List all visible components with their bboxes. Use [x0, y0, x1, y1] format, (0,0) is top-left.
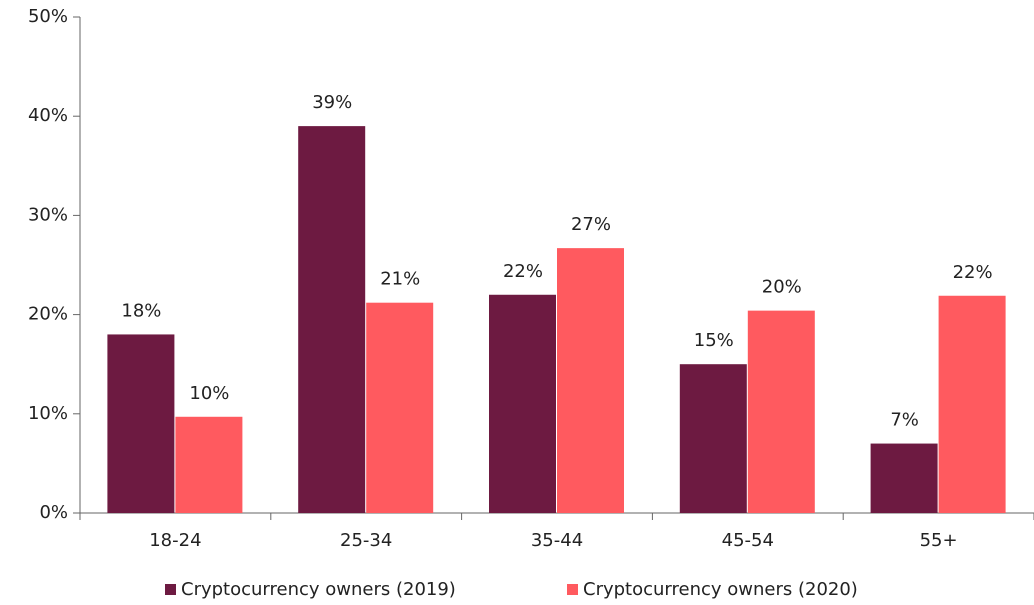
bar: [747, 310, 815, 513]
data-label: 21%: [380, 269, 420, 290]
x-tick-label: 55+: [920, 530, 958, 551]
legend-label: Cryptocurrency owners (2019): [181, 579, 456, 600]
legend-swatch: [567, 584, 578, 595]
bar: [557, 248, 624, 514]
data-label: 39%: [312, 92, 352, 113]
data-label: 7%: [890, 410, 919, 431]
x-tick-label: 45-54: [722, 530, 774, 551]
bar: [175, 416, 243, 513]
y-tick-label: 0%: [39, 502, 68, 523]
x-tick-label: 25-34: [340, 530, 392, 551]
data-label: 18%: [121, 300, 161, 321]
data-label: 20%: [762, 277, 802, 298]
data-label: 10%: [189, 383, 229, 404]
data-label: 27%: [571, 214, 611, 235]
bar: [938, 295, 1006, 513]
data-label: 15%: [694, 330, 734, 351]
bar: [107, 334, 175, 513]
y-tick-label: 10%: [28, 403, 68, 424]
bar: [298, 126, 366, 514]
legend-swatch: [165, 584, 176, 595]
y-tick-label: 30%: [28, 204, 68, 225]
bar: [870, 443, 938, 513]
y-tick-label: 20%: [28, 304, 68, 325]
y-tick-label: 40%: [28, 105, 68, 126]
data-label: 22%: [503, 261, 543, 282]
y-tick-label: 50%: [28, 6, 68, 27]
data-label: 22%: [953, 262, 993, 283]
x-tick-label: 35-44: [531, 530, 583, 551]
bar: [366, 302, 434, 513]
x-tick-label: 18-24: [149, 530, 201, 551]
bar: [679, 364, 747, 513]
legend-label: Cryptocurrency owners (2020): [583, 579, 858, 600]
bar: [489, 294, 556, 513]
